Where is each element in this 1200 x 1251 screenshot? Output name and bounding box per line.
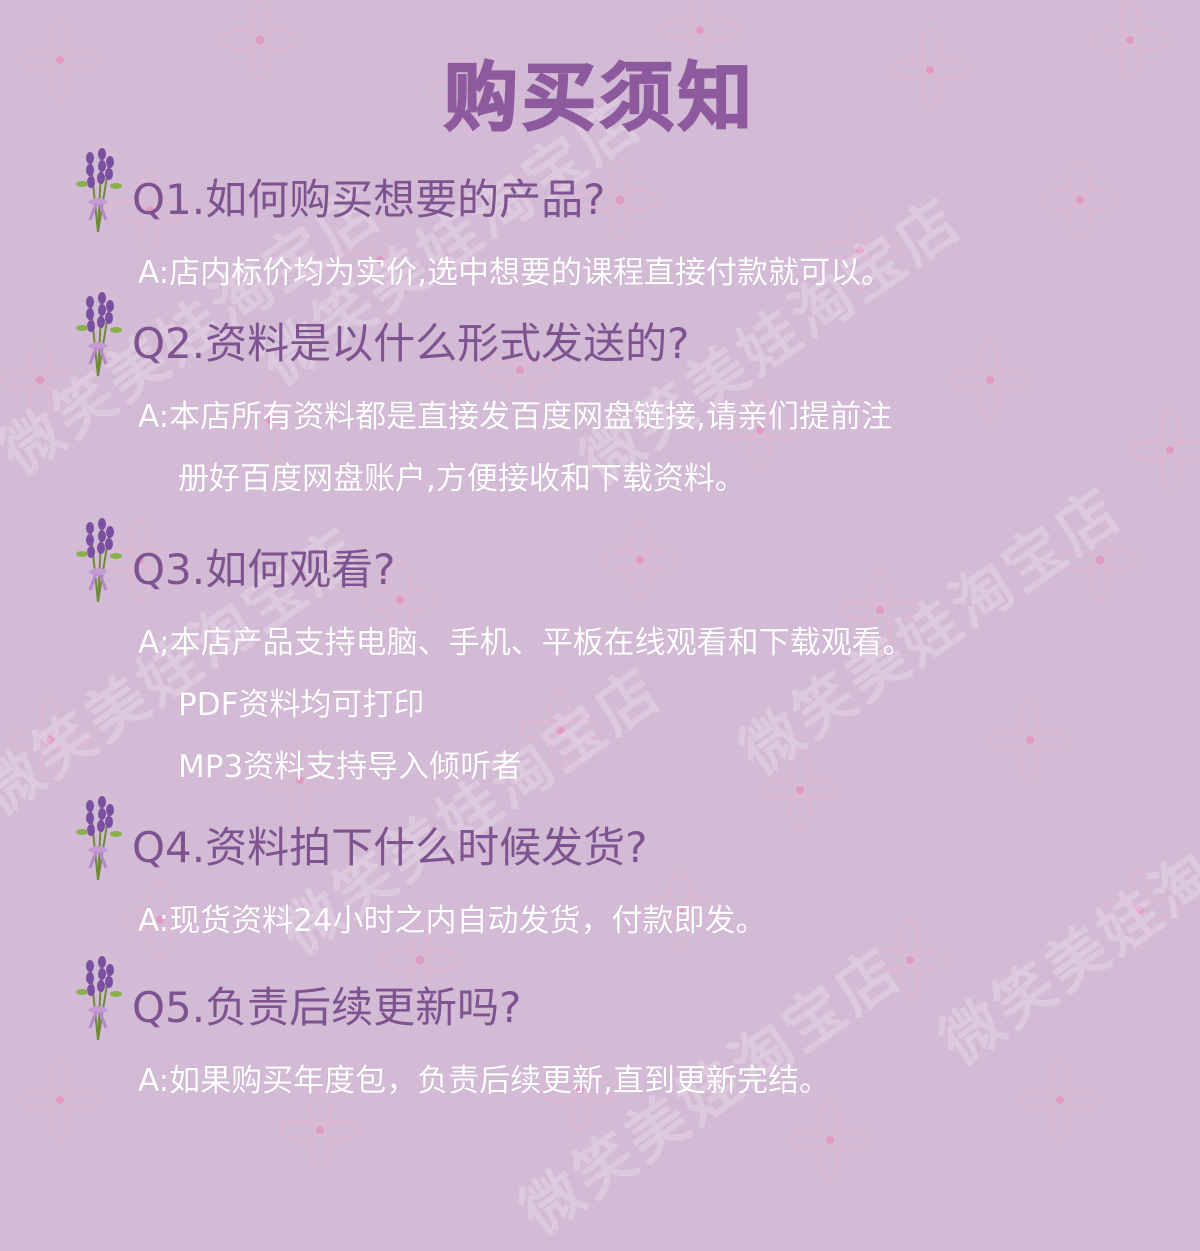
faq-item-1: Q1.如何购买想要的产品? A:店内标价均为实价,选中想要的课程直接付款就可以。 — [70, 148, 1150, 304]
lavender-bouquet-icon — [76, 292, 122, 377]
lavender-bouquet-icon — [76, 148, 122, 233]
faq-question: Q4.资料拍下什么时候发货? — [132, 823, 648, 872]
faq-question: Q1.如何购买想要的产品? — [132, 175, 606, 224]
faq-answer: A:店内标价均为实价,选中想要的课程直接付款就可以。 — [138, 255, 892, 291]
faq-item-2: Q2.资料是以什么形式发送的? A:本店所有资料都是直接发百度网盘链接,请亲们提… — [70, 292, 1150, 510]
faq-answer: MP3资料支持导入倾听者 — [178, 749, 523, 785]
faq-answer: A:现货资料24小时之内自动发货，付款即发。 — [138, 903, 767, 939]
faq-answer: A:本店所有资料都是直接发百度网盘链接,请亲们提前注 — [138, 399, 892, 435]
faq-question: Q3.如何观看? — [132, 545, 396, 594]
page-title: 购买须知 — [443, 54, 756, 142]
faq-question: Q5.负责后续更新吗? — [132, 983, 522, 1032]
faq-item-3: Q3.如何观看? A;本店产品支持电脑、手机、平板在线观看和下载观看。 PDF资… — [70, 518, 1150, 798]
faq-answer: A:如果购买年度包，负责后续更新,直到更新完结。 — [138, 1063, 830, 1099]
faq-item-5: Q5.负责后续更新吗? A:如果购买年度包，负责后续更新,直到更新完结。 — [70, 956, 1150, 1112]
faq-answer: A;本店产品支持电脑、手机、平板在线观看和下载观看。 — [138, 625, 914, 661]
lavender-bouquet-icon — [76, 796, 122, 881]
faq-answer: PDF资料均可打印 — [178, 687, 425, 723]
faq-item-4: Q4.资料拍下什么时候发货? A:现货资料24小时之内自动发货，付款即发。 — [70, 796, 1150, 952]
lavender-bouquet-icon — [76, 956, 122, 1041]
lavender-bouquet-icon — [76, 518, 122, 603]
faq-answer: 册好百度网盘账户,方便接收和下载资料。 — [178, 461, 746, 497]
faq-question: Q2.资料是以什么形式发送的? — [132, 319, 690, 368]
